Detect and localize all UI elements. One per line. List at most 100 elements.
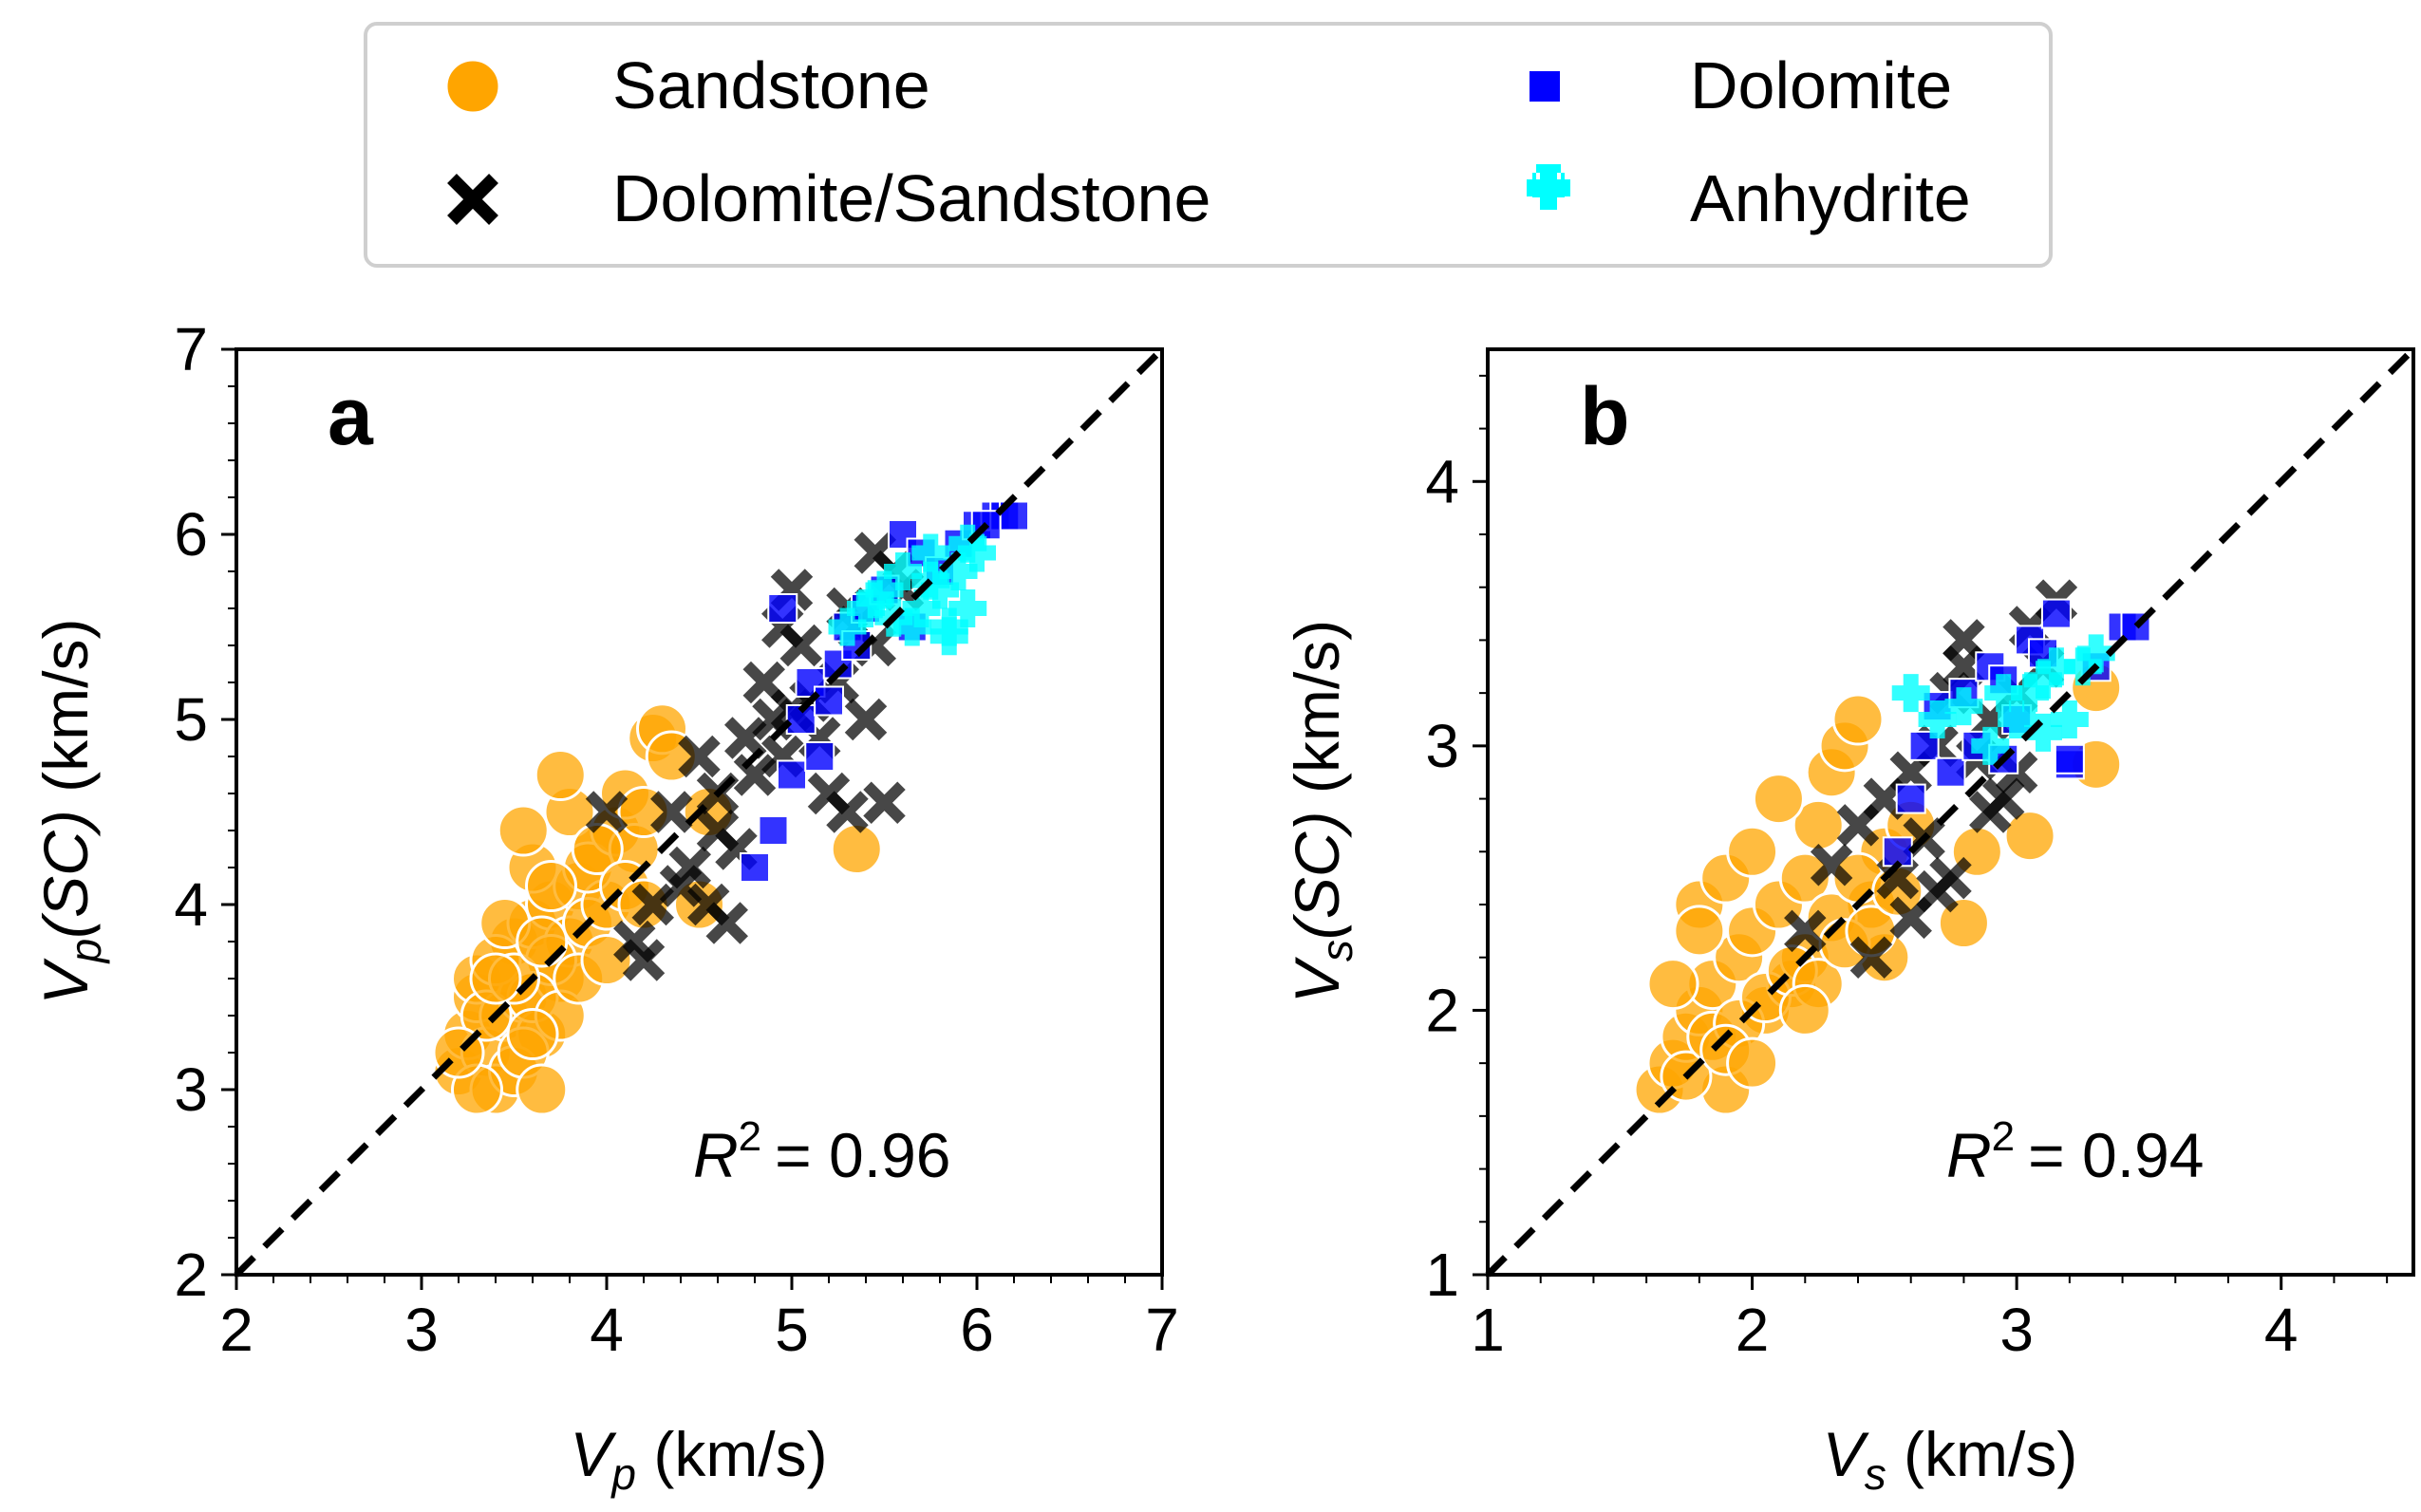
panel-b-ytick-label-0: 1	[1425, 1241, 1459, 1309]
legend-entry-sandstone: Sandstone	[444, 48, 930, 122]
panel-a-point-dolomite-sandstone	[826, 791, 869, 833]
panel-a-point-dolomite	[758, 815, 789, 846]
panel-a-point-dolomite-sandstone	[650, 791, 693, 833]
panel-a-point-anhydrite	[855, 580, 894, 619]
panel-a-point-sandstone	[830, 823, 883, 875]
panel-a-ylabel: Vp(SC) (km/s)	[30, 619, 110, 1005]
panel-a-r2-symbol: R	[693, 1120, 739, 1190]
panel-a-xtick-label-0: 2	[219, 1296, 253, 1364]
panel-a-ylabel-paren: (SC)	[30, 810, 101, 939]
panel-a-point-sandstone	[506, 1008, 559, 1060]
panel-b-point-anhydrite	[1984, 674, 2023, 713]
legend-marker-anhydrite-cross	[1527, 166, 1570, 210]
panel-a-ylabel-main: V	[30, 957, 101, 1004]
legend-marker-dolomite	[1530, 71, 1560, 102]
panel-b-point-dolomite-sandstone	[1969, 791, 2012, 833]
panel-b-point-anhydrite	[1918, 700, 1957, 738]
panel-b-xtick-label-2: 3	[1999, 1296, 2034, 1364]
panel-a-point-dolomite	[814, 685, 844, 717]
panel-a-point-dolomite	[767, 593, 798, 624]
panel-a-point-sandstone	[469, 952, 522, 1005]
panel-b-xlabel-main: V	[1823, 1419, 1870, 1489]
legend-marker-sandstone	[444, 58, 501, 115]
panel-a-point-dolomite-sandstone	[622, 939, 666, 981]
panel-b-r2-annotation: R2 = 0.94	[1946, 1113, 2205, 1190]
panel-b-point-dolomite-sandstone	[1849, 936, 1893, 979]
panel-b-point-dolomite	[1908, 730, 1940, 761]
panel-b-identity-line	[1485, 346, 2416, 1278]
panel-b-point-sandstone	[1726, 1036, 1779, 1090]
panel-b-point-anhydrite	[2050, 700, 2089, 738]
panel-a-ytick-label-2: 4	[174, 870, 208, 939]
panel-a-r2-sup: 2	[739, 1113, 761, 1160]
panel-b-xtick-label-1: 2	[1736, 1296, 1770, 1364]
panel-a-point-dolomite	[740, 852, 770, 883]
panel-a-ylabel-sub: p	[61, 939, 110, 965]
panel-b-points	[1633, 579, 2151, 1116]
panel-a-xlabel-unit: (km/s)	[636, 1419, 828, 1489]
panel-a-point-anhydrite	[948, 589, 987, 627]
panel-b-r2-symbol: R	[1946, 1120, 1992, 1190]
panel-a-ytick-label-5: 7	[174, 315, 208, 383]
panel-a-point-dolomite-sandstone	[668, 846, 711, 889]
panel-a-ytick-label-4: 6	[174, 500, 208, 569]
panel-b-point-anhydrite	[1998, 700, 2036, 738]
panel-a-xlabel-sub: p	[610, 1449, 636, 1499]
panel-b-ylabel-main: V	[1282, 956, 1352, 1003]
panel-b-point-sandstone	[1726, 825, 1779, 878]
panel-a-xtick-label-3: 5	[775, 1296, 809, 1364]
panel-a-point-sandstone	[497, 804, 550, 857]
panel-a-point-sandstone	[534, 749, 587, 801]
panel-b-ytick-label-3: 4	[1425, 447, 1459, 515]
legend-entry-anhydrite: Anhydrite	[1527, 161, 1971, 235]
panel-b-point-dolomite-sandstone	[1784, 909, 1827, 953]
panel-a-point-sandstone	[516, 915, 569, 968]
panel-a-point-anhydrite	[929, 617, 968, 656]
legend-label-dolomite-sandstone: Dolomite/Sandstone	[612, 161, 1210, 235]
legend-label-dolomite: Dolomite	[1690, 48, 1952, 122]
legend-entry-dolomite-sandstone: Dolomite/Sandstone	[447, 161, 1210, 235]
panel-b-ylabel-unit: (km/s)	[1282, 620, 1352, 812]
panel-b-ylabel-sub: s	[1312, 940, 1361, 961]
panel-a-point-dolomite	[804, 741, 835, 772]
panel-a-r2-annotation: R2 = 0.96	[693, 1113, 951, 1190]
panel-b-ylabel-paren: (SC)	[1282, 811, 1352, 940]
panel-b-letter: b	[1580, 371, 1630, 462]
panel-b-point-dolomite-sandstone	[1889, 896, 1932, 940]
panel-b-point-sandstone	[1752, 773, 1805, 826]
panel-b-ytick-label-2: 3	[1425, 712, 1459, 780]
panel-a-xlabel-main: V	[570, 1419, 617, 1489]
panel-a-point-dolomite-sandstone	[733, 754, 777, 796]
panel-a-point-anhydrite	[948, 524, 987, 563]
panel-a-ytick-label-0: 2	[174, 1241, 208, 1309]
panel-a-xtick-label-2: 4	[590, 1296, 624, 1364]
panel-b-point-sandstone	[1778, 983, 1831, 1036]
legend-marker-dolomite-sandstone	[447, 174, 498, 225]
panel-a-ytick-label-3: 5	[174, 685, 208, 754]
panel-a-point-dolomite-sandstone	[705, 902, 748, 944]
panel-a-point-dolomite	[777, 759, 807, 791]
panel-a-point-dolomite-sandstone	[724, 717, 767, 759]
panel-a-letter: a	[328, 371, 374, 462]
panel-a-point-anhydrite	[884, 552, 922, 590]
panel-a-r2-value: = 0.96	[775, 1120, 950, 1190]
panel-a-identity-line	[234, 346, 1165, 1278]
panel-b-point-dolomite	[2054, 743, 2085, 775]
panel-a-xlabel: Vp (km/s)	[570, 1419, 827, 1499]
panel-b-point-sandstone	[1778, 851, 1831, 905]
panel-a-xtick-label-4: 6	[960, 1296, 994, 1364]
legend-label-sandstone: Sandstone	[612, 48, 930, 122]
panel-a-point-sandstone	[516, 1063, 569, 1116]
legend-label-anhydrite: Anhydrite	[1690, 161, 1971, 235]
panel-a-ytick-label-1: 3	[174, 1055, 208, 1124]
panel-b-point-sandstone	[1673, 905, 1726, 958]
panel-b-point-sandstone	[1646, 958, 1699, 1011]
panel-b-point-dolomite	[1895, 783, 1926, 814]
panel-b-xlabel: Vs (km/s)	[1823, 1419, 2078, 1499]
panel-b-point-anhydrite	[1971, 726, 2010, 765]
panel-a-points	[432, 500, 1029, 1116]
panel-b-point-sandstone	[2003, 810, 2056, 863]
